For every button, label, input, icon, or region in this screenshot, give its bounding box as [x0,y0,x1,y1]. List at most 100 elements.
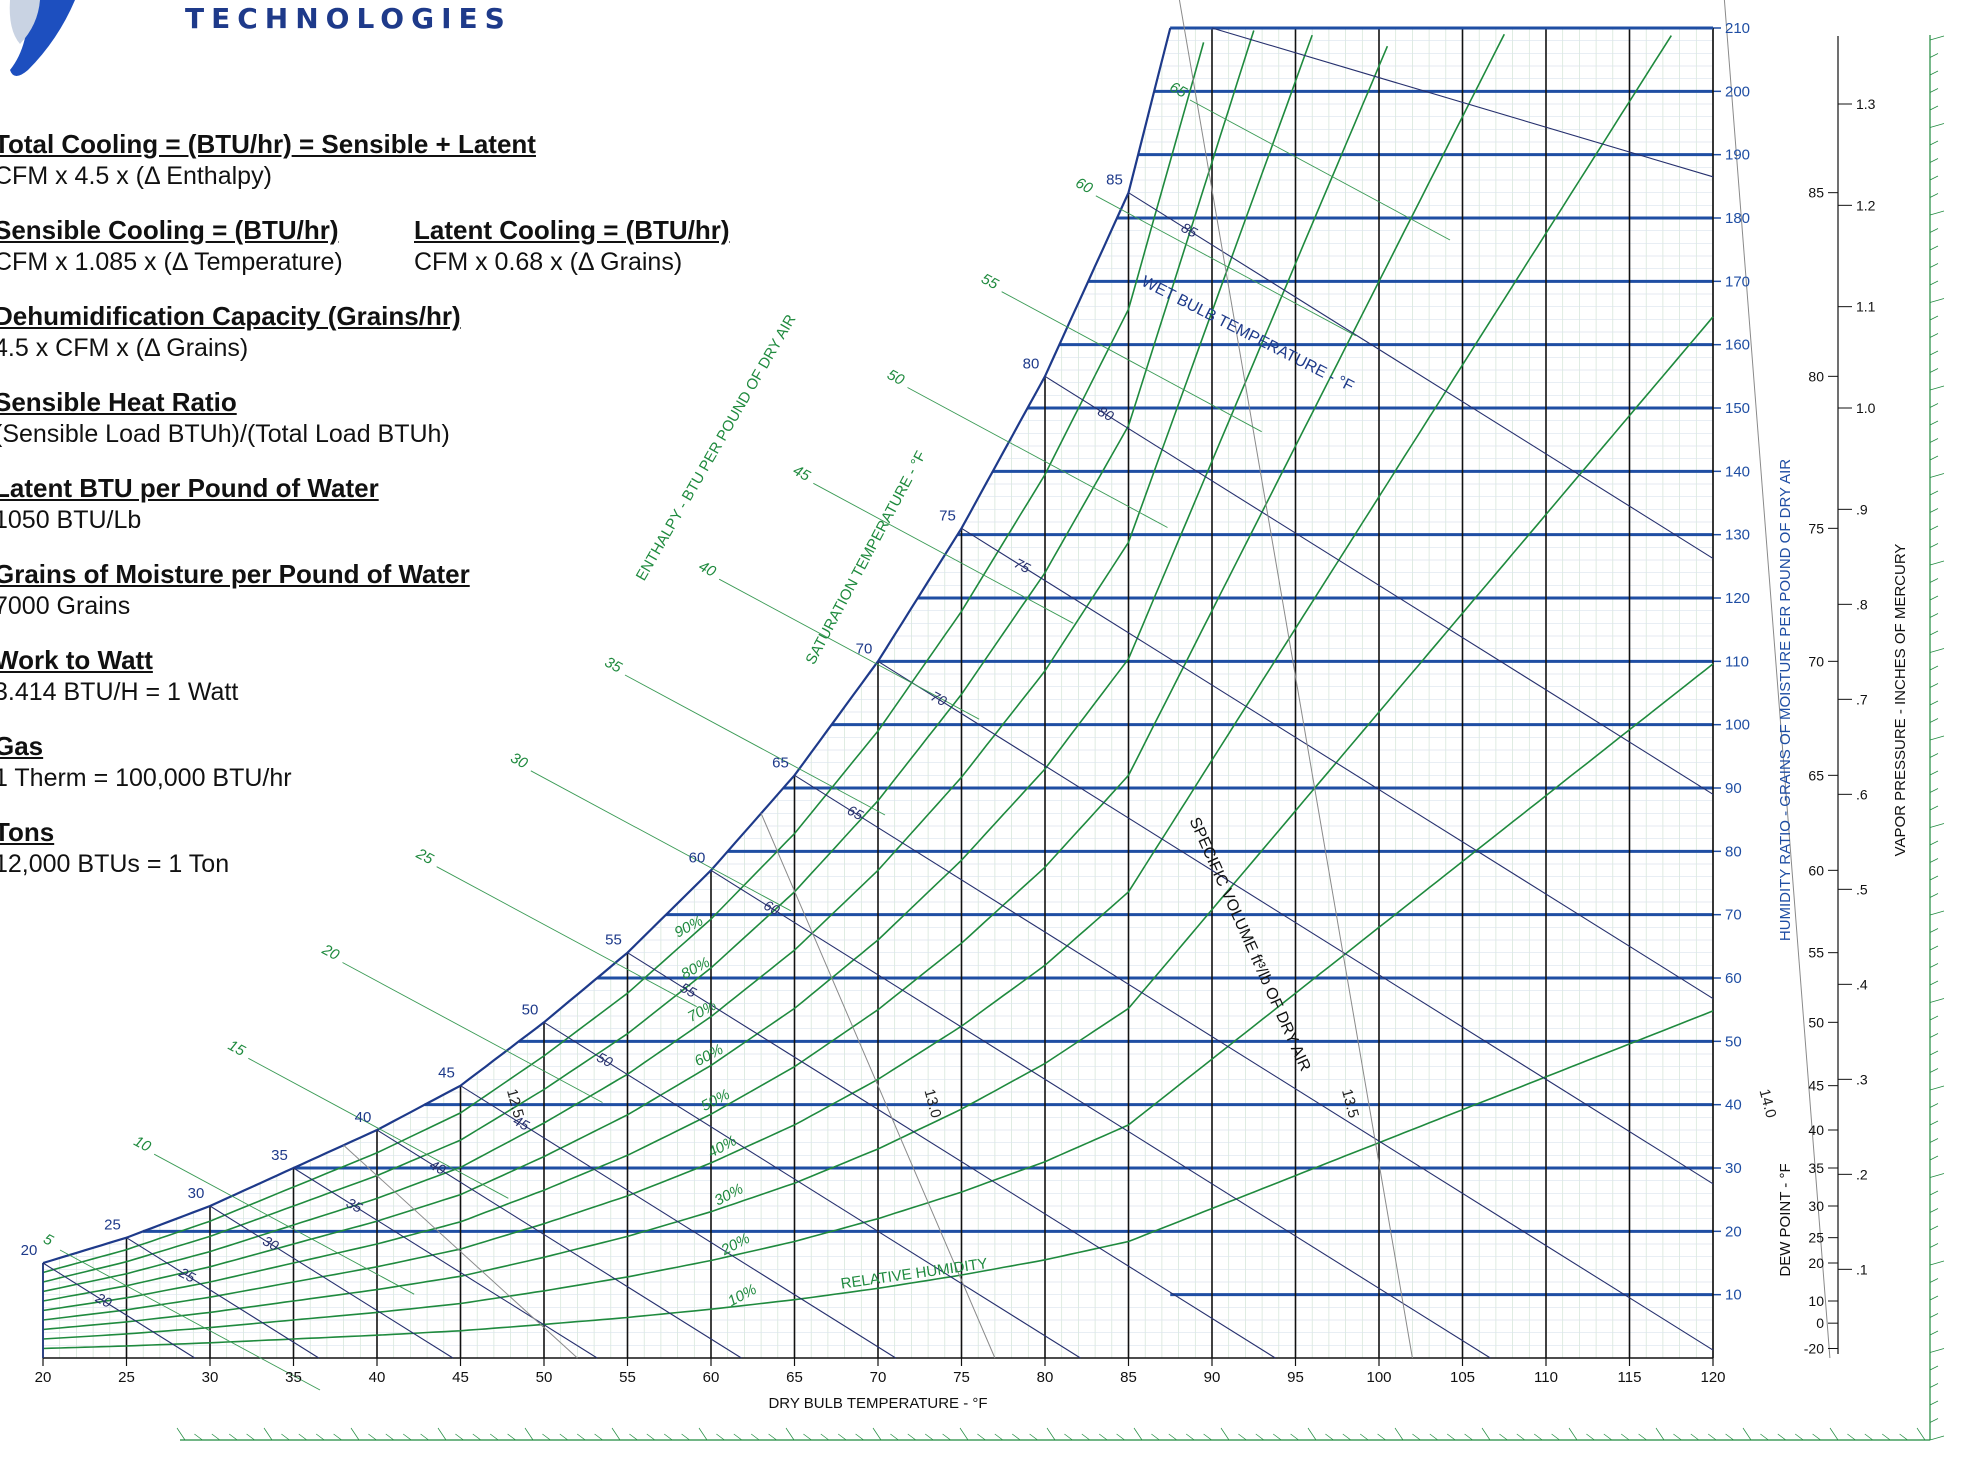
wet-bulb-line [794,774,1714,1351]
enthalpy-scale-tick [1638,1433,1647,1441]
x-tick-label: 20 [35,1369,52,1386]
dew-point-label: 10 [1808,1293,1824,1309]
enthalpy-scale-tick [1829,1427,1839,1441]
enthalpy-scale-tick [176,1427,186,1441]
vapor-pressure-label: 1.2 [1856,197,1876,213]
dew-point-label: 25 [1808,1230,1824,1246]
enthalpy-scale-tick [1394,1427,1404,1441]
y-tick-label: 10 [1725,1287,1742,1304]
saturation-temp-label: 85 [1106,172,1123,189]
enthalpy-scale-tick [1929,385,1945,391]
enthalpy-scale-tick [1116,1433,1125,1441]
enthalpy-scale-tick [785,1427,795,1441]
enthalpy-scale-tick [1342,1433,1352,1441]
enthalpy-scale-tick [1929,1155,1939,1161]
enthalpy-scale-tick [1929,578,1939,583]
x-tick-label: 70 [870,1369,887,1386]
enthalpy-scale-tick [820,1433,830,1441]
enthalpy-scale-tick [1929,543,1939,548]
enthalpy-scale-tick [959,1427,969,1441]
enthalpy-scale-tick [1929,1138,1939,1143]
saturation-temp-label: 55 [605,932,622,949]
enthalpy-scale-tick [1377,1433,1386,1441]
dew-point-label: 45 [1808,1078,1824,1094]
specific-volume-line [1178,0,1413,1359]
x-tick-label: 40 [369,1369,386,1386]
enthalpy-scale-tick [1929,1120,1939,1126]
relative-humidity-label: 70% [685,997,719,1026]
wet-bulb-line [710,869,1491,1359]
relative-humidity-curve [42,34,1313,1293]
enthalpy-scale-tick [1929,123,1945,128]
enthalpy-scale-tick [1929,88,1939,93]
enthalpy-scale-tick [803,1433,812,1441]
relative-humidity-curve [42,42,1205,1274]
wet-bulb-line [460,1085,897,1359]
enthalpy-scale-tick [1929,140,1939,146]
enthalpy-scale-tick [1481,1427,1491,1441]
wet-bulb-label: 35 [344,1194,365,1216]
relative-humidity-curve [42,663,1714,1340]
enthalpy-scale-tick [1307,1427,1317,1441]
enthalpy-scale-tick [1929,893,1939,898]
enthalpy-scale-tick [1220,1427,1230,1441]
y-tick-label: 20 [1725,1223,1742,1240]
enthalpy-scale-tick [1929,1050,1939,1056]
enthalpy-line [248,1057,509,1199]
wet-bulb-label: 20 [92,1289,114,1311]
enthalpy-label: 10 [131,1133,154,1156]
enthalpy-scale-tick [263,1427,273,1441]
enthalpy-label: 55 [978,270,1001,293]
wet-bulb-line [627,952,1276,1359]
enthalpy-scale-tick [1929,823,1945,828]
vapor-pressure-label: .4 [1856,976,1868,992]
enthalpy-scale-tick [1238,1433,1247,1441]
specific-volume-label: 14.0 [1755,1087,1779,1120]
enthalpy-scale-tick [1929,770,1939,776]
saturation-temp-label: 60 [689,849,706,866]
enthalpy-label: 40 [696,558,719,581]
note-formula: 3.414 BTU/H = 1 Watt [0,678,239,706]
enthalpy-scale-tick [1929,1278,1939,1283]
dew-point-label: 40 [1808,1122,1824,1138]
note-formula: CFM x 0.68 x (Δ Grains) [414,248,683,276]
note-col: Latent Cooling = (BTU/hr) CFM x 0.68 x (Δ… [414,214,730,300]
enthalpy-scale-tick [1929,70,1939,76]
enthalpy-scale-tick [1673,1433,1682,1441]
enthalpy-scale-tick [1929,210,1945,216]
enthalpy-scale-tick [1929,858,1939,863]
y-tick-label: 130 [1725,527,1750,544]
enthalpy-scale-tick [733,1433,743,1441]
enthalpy-scale-tick [1929,1190,1939,1196]
enthalpy-scale-tick [1812,1433,1821,1441]
note-block: Tons 12,000 BTUs = 1 Ton [0,816,774,880]
wet-bulb-line [126,1237,320,1359]
wet-bulb-label: 60 [761,897,782,919]
saturation-temp-label: 70 [856,640,873,657]
y-tick-label: 140 [1725,463,1750,480]
y-tick-label: 150 [1725,400,1750,417]
enthalpy-scale-tick [1929,455,1939,461]
note-formula: 4.5 x CFM x (Δ Grains) [0,334,249,362]
enthalpy-scale-tick [1929,1365,1939,1371]
wet-bulb-line [961,527,1714,1000]
specific-volume-line [343,1144,578,1359]
enthalpy-line [342,962,603,1103]
enthalpy-scale-tick [1290,1433,1299,1441]
note-col: Sensible Cooling = (BTU/hr) CFM x 1.085 x… [0,214,414,300]
enthalpy-title: ENTHALPY - BTU PER POUND OF DRY AIR [633,312,800,584]
enthalpy-scale-tick [1929,228,1939,233]
enthalpy-scale-tick [1929,1348,1945,1353]
enthalpy-scale-tick [1929,1260,1945,1266]
enthalpy-scale-tick [994,1433,1004,1441]
note-pair: Sensible Cooling = (BTU/hr) CFM x 1.085 x… [0,214,774,300]
enthalpy-scale-tick [1464,1433,1473,1441]
enthalpy-scale-tick [977,1433,986,1441]
wet-bulb-line [1128,192,1714,559]
enthalpy-label: 35 [602,654,625,677]
enthalpy-scale-tick [924,1433,934,1441]
enthalpy-scale-tick [1081,1433,1091,1441]
enthalpy-scale-tick [420,1433,429,1441]
note-block: Latent BTU per Pound of Water 1050 BTU/Lb [0,472,774,536]
enthalpy-scale-tick [1655,1427,1665,1441]
